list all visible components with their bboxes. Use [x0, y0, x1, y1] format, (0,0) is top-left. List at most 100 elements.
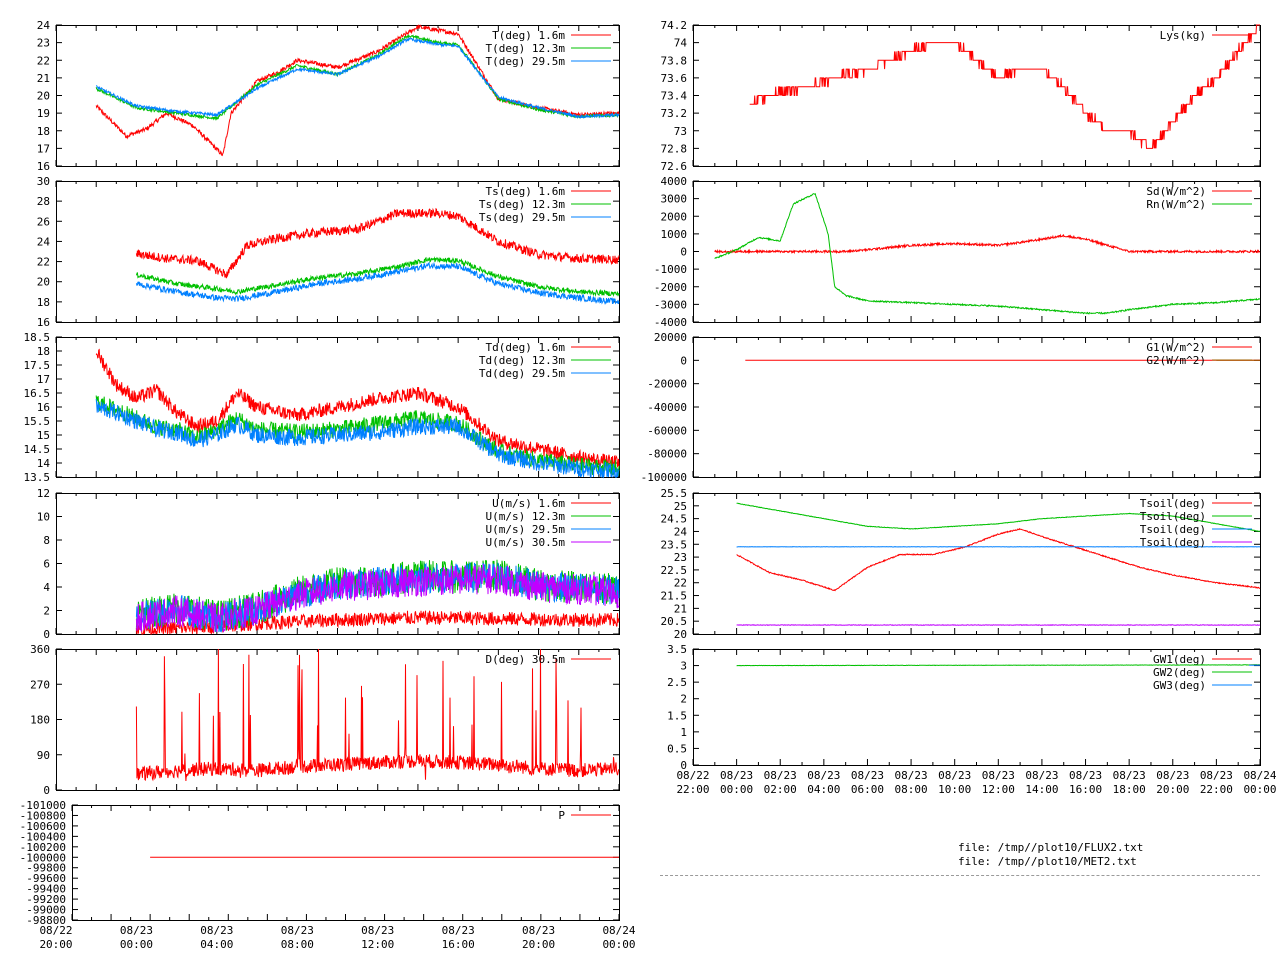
legend-label: T(deg) 1.6m	[492, 29, 565, 42]
y-tick-label: 2	[43, 605, 50, 618]
x-tick-date: 08/23	[442, 924, 475, 937]
plot-frame	[57, 650, 620, 791]
x-tick-time: 12:00	[361, 938, 394, 951]
x-tick-time: 00:00	[602, 938, 635, 951]
x-tick-time: 22:00	[676, 783, 709, 796]
legend-label: G2(W/m^2)	[1146, 354, 1206, 367]
y-tick-label: 22.5	[661, 564, 688, 577]
x-tick-time: 06:00	[851, 783, 884, 796]
x-tick-date: 08/23	[1200, 769, 1233, 782]
y-tick-label: 4	[43, 581, 50, 594]
x-tick-date: 08/23	[281, 924, 314, 937]
chart-radiation: -4000-3000-2000-100001000200030004000Sd(…	[654, 175, 1261, 329]
x-tick-date: 08/23	[1113, 769, 1146, 782]
legend-label: Tsoil(deg)	[1140, 523, 1206, 536]
legend-label: U(m/s) 12.3m	[486, 510, 566, 523]
chart-soil-temp: 2020.52121.52222.52323.52424.52525.5Tsoi…	[661, 487, 1261, 641]
x-tick-date: 08/23	[851, 769, 884, 782]
legend-label: Ts(deg) 12.3m	[479, 198, 565, 211]
y-tick-label: 16	[37, 160, 50, 173]
y-tick-label: 17	[37, 373, 50, 386]
y-tick-label: -3000	[654, 298, 687, 311]
y-tick-label: 73.4	[661, 90, 688, 103]
legend-label: D(deg) 30.5m	[486, 653, 566, 666]
legend-label: Ts(deg) 29.5m	[479, 211, 565, 224]
y-tick-label: 22	[37, 54, 50, 67]
y-tick-label: 14	[37, 457, 51, 470]
y-tick-label: 0	[680, 354, 687, 367]
x-tick-date: 08/23	[982, 769, 1015, 782]
y-tick-label: 3000	[661, 193, 688, 206]
legend-label: U(m/s) 30.5m	[486, 536, 566, 549]
chart-dewpoint: 13.51414.51515.51616.51717.51818.5Td(deg…	[24, 331, 620, 484]
x-tick-time: 00:00	[120, 938, 153, 951]
y-tick-label: 28	[37, 195, 50, 208]
legend-label: U(m/s) 29.5m	[486, 523, 566, 536]
y-tick-label: 3	[680, 660, 687, 673]
y-tick-label: 73.8	[661, 54, 688, 67]
x-tick-time: 14:00	[1025, 783, 1058, 796]
y-tick-label: 1	[680, 726, 687, 739]
y-tick-label: 18.5	[24, 331, 51, 344]
y-tick-label: 74.2	[661, 19, 688, 32]
x-tick-date: 08/23	[200, 924, 233, 937]
y-tick-label: 24.5	[661, 513, 688, 526]
x-tick-date: 08/22	[676, 769, 709, 782]
y-tick-label: 15	[37, 429, 50, 442]
x-tick-date: 08/23	[522, 924, 555, 937]
y-tick-label: 74	[674, 37, 688, 50]
x-tick-time: 04:00	[200, 938, 233, 951]
legend-label: Sd(W/m^2)	[1146, 185, 1206, 198]
x-tick-date: 08/23	[120, 924, 153, 937]
y-tick-label: 21	[674, 602, 687, 615]
x-tick-date: 08/22	[39, 924, 72, 937]
x-tick-time: 10:00	[938, 783, 971, 796]
legend-label: U(m/s) 1.6m	[492, 497, 565, 510]
x-tick-date: 08/23	[764, 769, 797, 782]
x-tick-date: 08/23	[807, 769, 840, 782]
x-tick-time: 08:00	[895, 783, 928, 796]
y-tick-label: 19	[37, 107, 50, 120]
y-tick-label: 23	[674, 551, 687, 564]
series-line	[737, 625, 1260, 626]
y-tick-label: 25	[674, 500, 687, 513]
y-tick-label: 14.5	[24, 443, 51, 456]
file-label-flux: file: /tmp//plot10/FLUX2.txt	[958, 841, 1143, 854]
y-tick-label: 72.6	[661, 160, 688, 173]
y-tick-label: -1000	[654, 263, 687, 276]
y-tick-label: 17.5	[24, 359, 51, 372]
y-tick-label: 1.5	[667, 709, 687, 722]
y-tick-label: 22	[37, 256, 50, 269]
x-tick-date: 08/24	[602, 924, 635, 937]
legend-label: P	[558, 809, 565, 822]
y-tick-label: 22	[674, 577, 687, 590]
y-tick-label: 0.5	[667, 742, 687, 755]
y-tick-label: 90	[37, 749, 50, 762]
legend-label: Tsoil(deg)	[1140, 510, 1206, 523]
x-tick-time: 20:00	[39, 938, 72, 951]
y-tick-label: 18	[37, 345, 50, 358]
y-tick-label: -100000	[641, 471, 687, 484]
y-tick-label: -2000	[654, 281, 687, 294]
plot-frame	[73, 806, 620, 921]
y-tick-label: 12	[37, 487, 50, 500]
y-tick-label: 73	[674, 125, 687, 138]
y-tick-label: 30	[37, 175, 50, 188]
legend-label: Tsoil(deg)	[1140, 536, 1206, 549]
y-tick-label: 15.5	[24, 415, 51, 428]
y-tick-label: 72.8	[661, 142, 688, 155]
y-tick-label: -4000	[654, 316, 687, 329]
y-tick-label: -20000	[647, 378, 687, 391]
y-tick-label: 4000	[661, 175, 688, 188]
x-tick-time: 08:00	[281, 938, 314, 951]
legend-label: GW3(deg)	[1153, 679, 1206, 692]
y-tick-label: -40000	[647, 401, 687, 414]
y-tick-label: -101000	[20, 799, 66, 812]
y-tick-label: 20000	[654, 331, 687, 344]
series-line	[750, 25, 1260, 148]
x-tick-time: 18:00	[1113, 783, 1146, 796]
y-tick-label: 20	[37, 276, 50, 289]
